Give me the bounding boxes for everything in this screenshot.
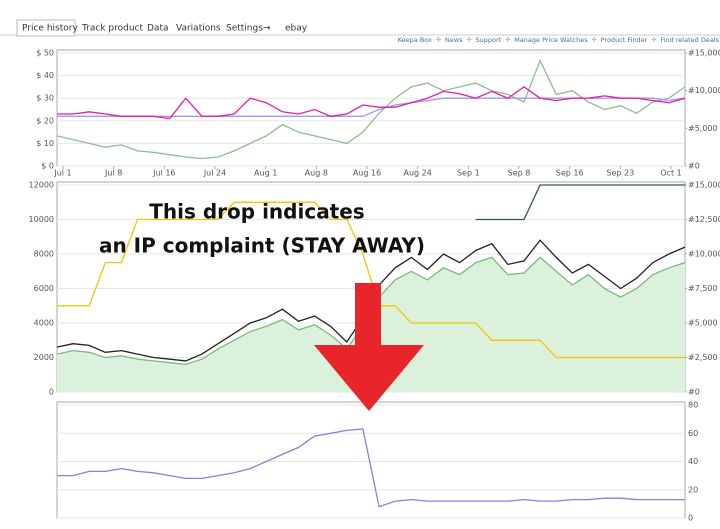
active-tab bbox=[16, 19, 76, 37]
y2-tick-label: 60 bbox=[688, 429, 698, 438]
y2-tick-label: #5,000 bbox=[688, 124, 718, 133]
x-tick-label: Jul 24 bbox=[203, 169, 226, 178]
y-tick-label: 4000 bbox=[34, 319, 54, 328]
x-tick-label: Jul 16 bbox=[152, 169, 175, 178]
y-tick-label: 0 bbox=[49, 388, 54, 397]
y-tick-label: 8000 bbox=[34, 250, 54, 259]
link-sep: ✣ bbox=[651, 37, 656, 44]
x-tick-label: Jul 8 bbox=[104, 169, 122, 178]
y2-tick-label: 80 bbox=[688, 401, 698, 410]
tab[interactable]: ebay bbox=[285, 24, 308, 34]
y2-tick-label: #10,000 bbox=[688, 86, 720, 95]
x-tick-label: Aug 24 bbox=[403, 169, 431, 178]
y-tick-label: $ 30 bbox=[36, 94, 54, 103]
y2-tick-label: #15,000 bbox=[688, 181, 720, 190]
link[interactable]: Support bbox=[475, 36, 501, 44]
x-tick-label: Sep 8 bbox=[508, 169, 531, 178]
y2-tick-label: #0 bbox=[688, 162, 700, 171]
y2-tick-label: #5,000 bbox=[688, 319, 718, 328]
y-tick-label: $ 40 bbox=[36, 71, 54, 80]
tab[interactable]: → bbox=[263, 24, 271, 34]
tab[interactable]: Track product bbox=[81, 24, 143, 34]
x-tick-label: Jul 1 bbox=[53, 169, 71, 178]
link[interactable]: Manage Price Watches bbox=[514, 36, 588, 44]
series-line bbox=[57, 428, 685, 508]
series-line bbox=[56, 58, 686, 160]
y-tick-label: 2000 bbox=[34, 353, 54, 362]
link-sep: ✣ bbox=[436, 37, 441, 44]
x-tick-label: Sep 23 bbox=[606, 169, 634, 178]
annotation: an IP complaint (STAY AWAY) bbox=[99, 234, 425, 258]
plot-frame bbox=[56, 401, 686, 519]
x-tick-label: Oct 1 bbox=[660, 169, 681, 178]
x-tick-label: Aug 16 bbox=[353, 169, 381, 178]
tab[interactable]: Settings bbox=[226, 24, 263, 34]
y2-tick-label: 20 bbox=[688, 485, 698, 494]
series-line bbox=[475, 184, 685, 221]
y-tick-label: 10000 bbox=[29, 215, 54, 224]
y2-tick-label: #15,000 bbox=[688, 49, 720, 58]
link[interactable]: Find related Deals bbox=[660, 36, 719, 44]
tab[interactable]: Data bbox=[147, 24, 169, 34]
link[interactable]: Keepa Box bbox=[398, 36, 432, 44]
y2-tick-label: 0 bbox=[688, 514, 693, 523]
y-tick-label: $ 20 bbox=[36, 116, 54, 125]
tab[interactable]: Price history bbox=[22, 24, 78, 34]
red-arrow bbox=[314, 283, 424, 411]
link[interactable]: News bbox=[445, 36, 463, 44]
x-tick-label: Aug 1 bbox=[254, 169, 277, 178]
tab[interactable]: Variations bbox=[176, 24, 221, 34]
x-tick-label: Aug 8 bbox=[305, 169, 328, 178]
y2-tick-label: #10,000 bbox=[688, 250, 720, 259]
x-tick-label: Sep 16 bbox=[556, 169, 584, 178]
y-tick-label: 6000 bbox=[34, 284, 54, 293]
y-tick-label: 12000 bbox=[29, 181, 54, 190]
y2-tick-label: #0 bbox=[688, 388, 700, 397]
x-tick-label: Sep 1 bbox=[457, 169, 480, 178]
link[interactable]: Product Finder bbox=[601, 36, 648, 44]
y2-tick-label: #7,500 bbox=[688, 284, 718, 293]
series-line bbox=[57, 201, 685, 359]
series-line bbox=[57, 86, 686, 120]
link-sep: ✣ bbox=[466, 37, 471, 44]
series-line bbox=[57, 97, 686, 117]
y2-tick-label: #12,500 bbox=[688, 215, 720, 224]
plot-frame bbox=[56, 49, 686, 167]
y-tick-label: $ 0 bbox=[41, 162, 54, 171]
y2-tick-label: #2,500 bbox=[688, 353, 718, 362]
y-tick-label: $ 10 bbox=[36, 139, 54, 148]
link-sep: ✣ bbox=[505, 37, 510, 44]
y-tick-label: $ 50 bbox=[36, 49, 54, 58]
annotation: This drop indicates bbox=[149, 200, 364, 224]
y2-tick-label: 40 bbox=[688, 457, 698, 466]
link-sep: ✣ bbox=[592, 37, 597, 44]
